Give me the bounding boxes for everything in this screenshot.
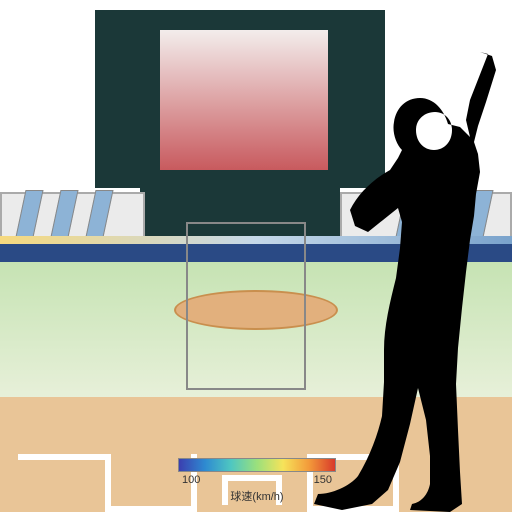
speed-legend: 100 150 球速(km/h) (178, 458, 336, 504)
plate-line (111, 506, 197, 512)
speed-legend-ticks: 100 150 (178, 474, 336, 486)
speed-tick-min: 100 (182, 474, 200, 486)
scoreboard-screen (160, 30, 328, 170)
plate-line (105, 454, 111, 512)
speed-legend-gradient (178, 458, 336, 472)
strike-zone (186, 222, 306, 390)
batter-silhouette (310, 52, 512, 512)
plate-line (18, 454, 111, 460)
pitch-chart-stage: 100 150 球速(km/h) (0, 0, 512, 512)
speed-tick-max: 150 (314, 474, 332, 486)
speed-legend-label: 球速(km/h) (178, 488, 336, 504)
